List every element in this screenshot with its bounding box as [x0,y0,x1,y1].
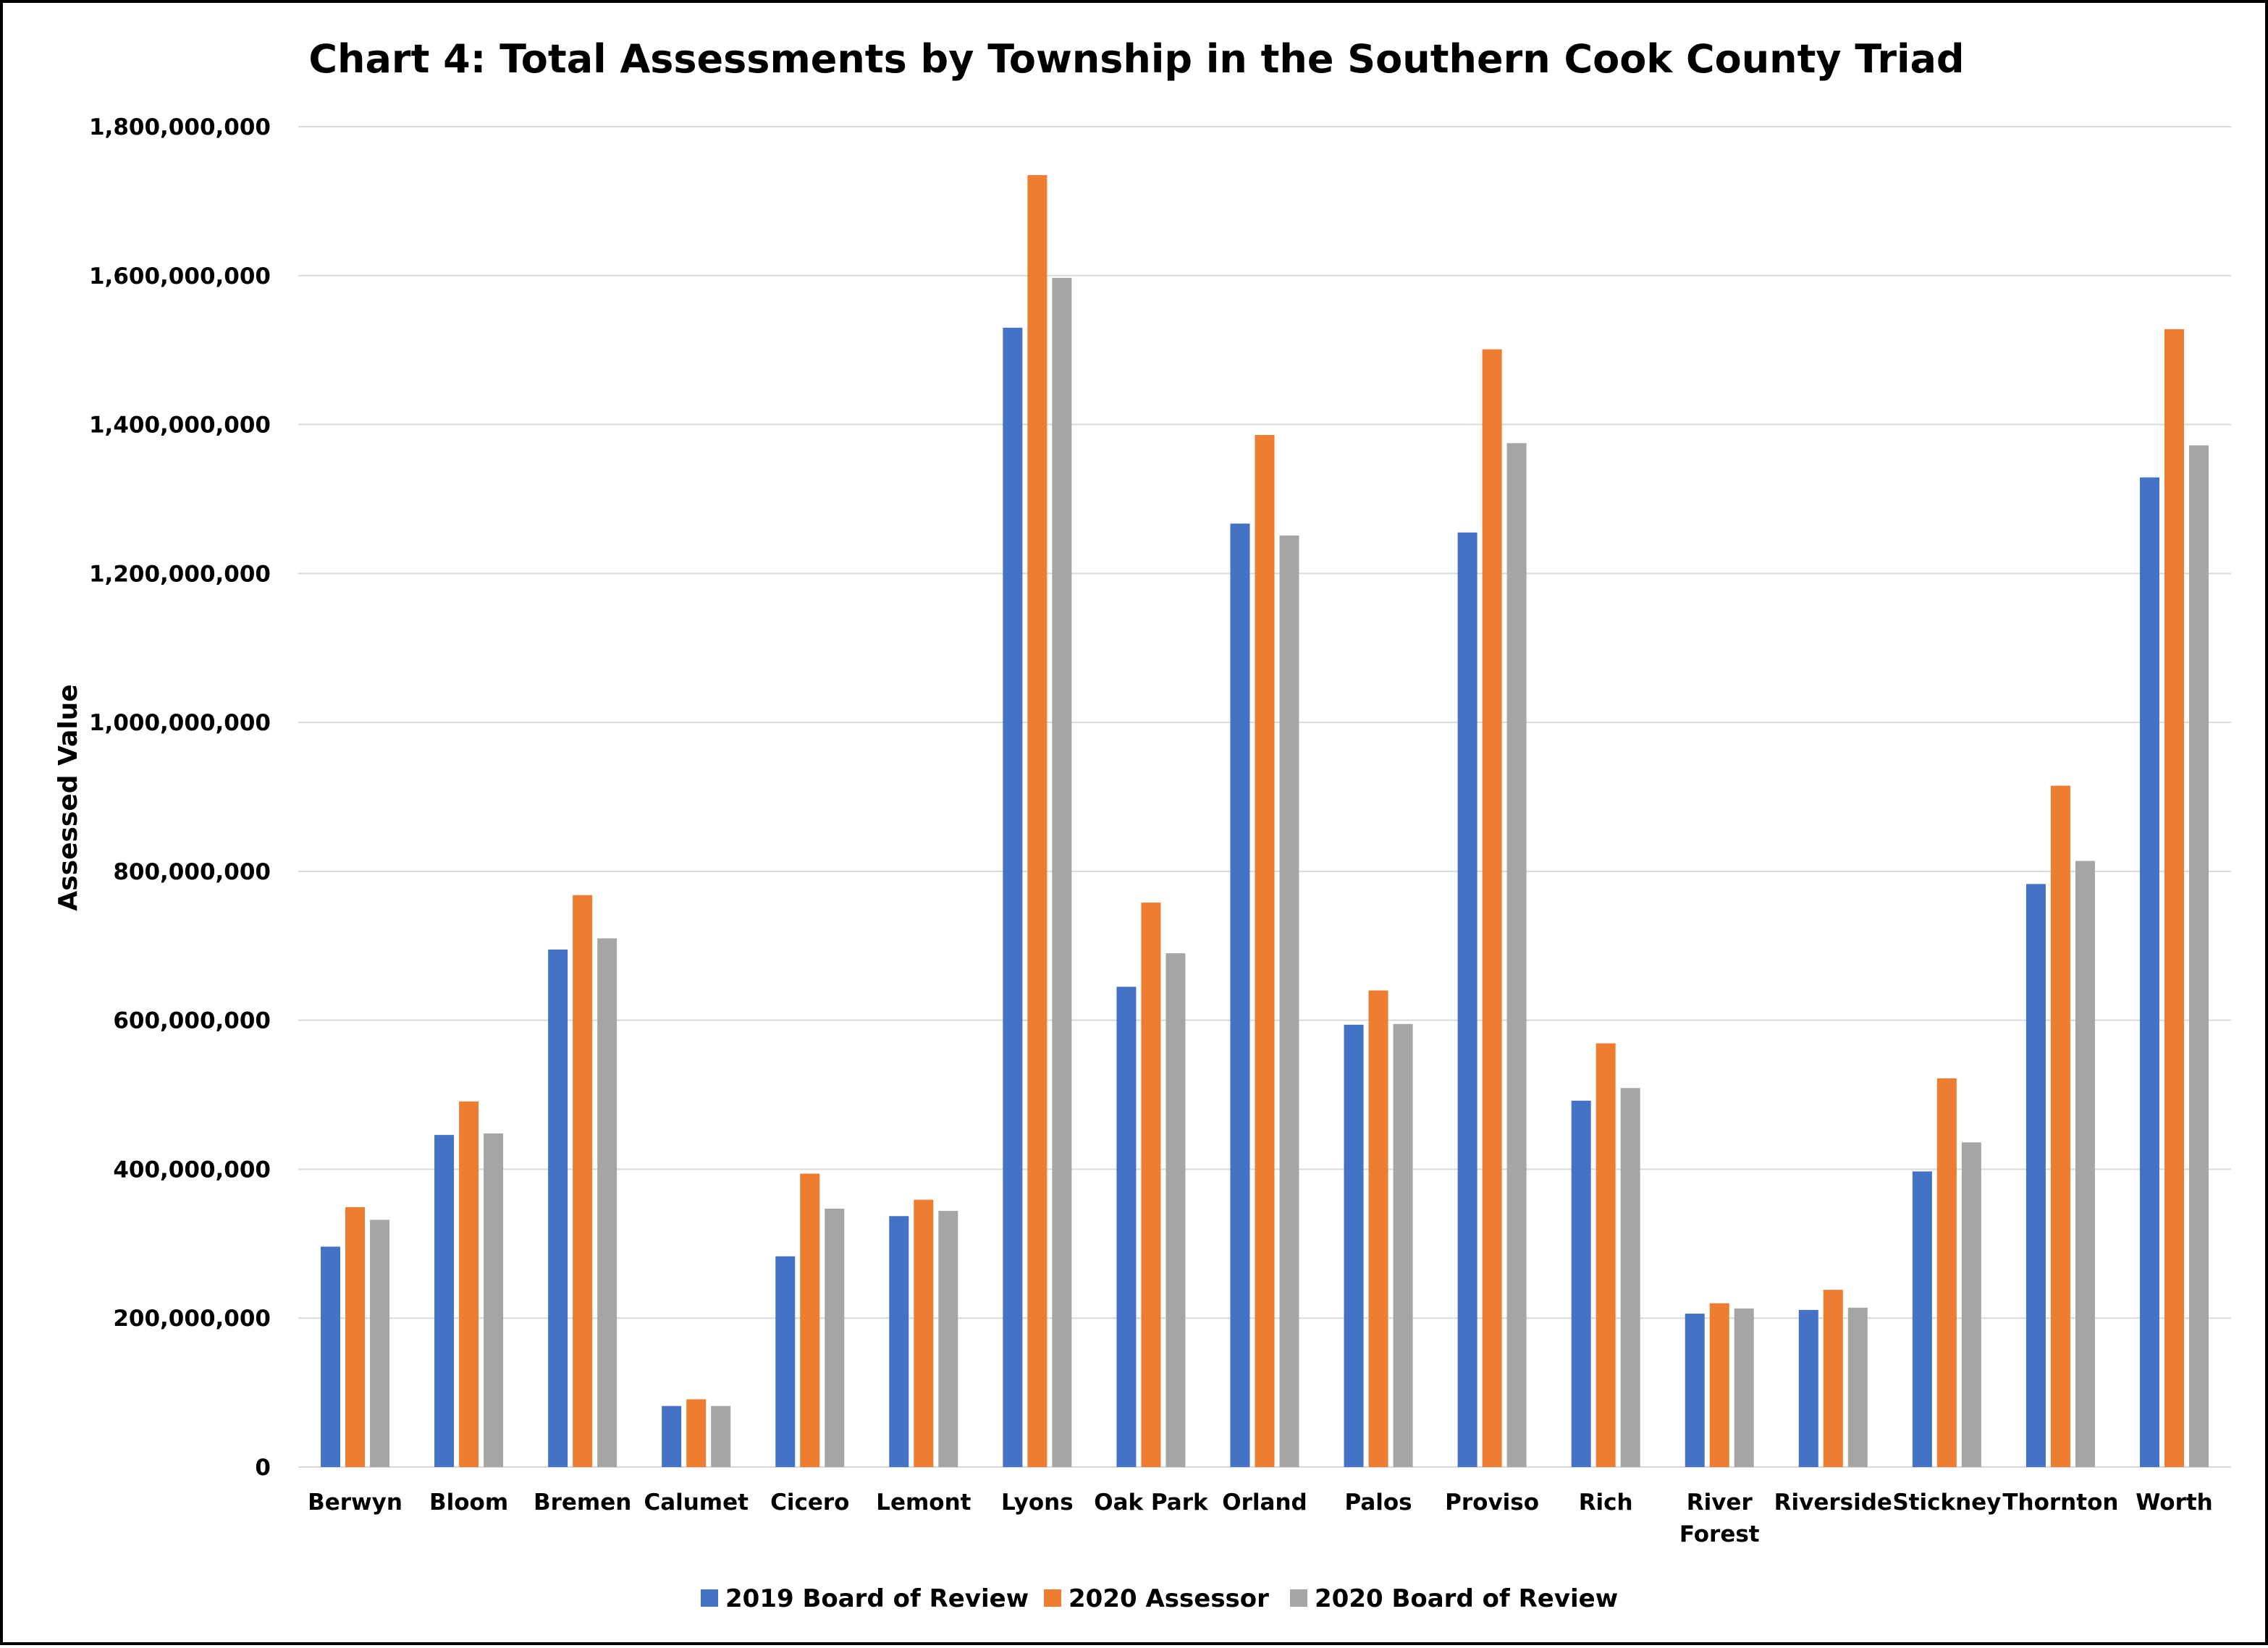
x-tick-label: Lemont [876,1489,971,1516]
bars [321,174,2209,1468]
legend-swatch [701,1589,718,1607]
x-tick-label: Worth [2136,1489,2213,1516]
bar [2075,861,2095,1467]
bar [914,1199,934,1467]
bar [459,1101,479,1467]
bar [573,895,593,1467]
bar [2050,785,2070,1467]
y-tick-label: 1,400,000,000 [89,413,271,439]
x-tick-label: Stickney [1892,1489,2001,1516]
bar [484,1133,504,1467]
bar [1393,1023,1413,1467]
legend-label: 2020 Assessor [1068,1584,1269,1613]
y-axis-label: Assessed Value [54,684,83,910]
bar [1961,1142,1981,1467]
chart-title: Chart 4: Total Assessments by Township i… [308,36,1964,82]
bar [1685,1314,1705,1467]
bar-chart: Chart 4: Total Assessments by Township i… [54,36,2231,1613]
y-tick-label: 200,000,000 [113,1306,271,1332]
bar [1571,1100,1591,1467]
y-tick-label: 400,000,000 [113,1157,271,1183]
bar [1620,1088,1640,1467]
bar [800,1173,820,1467]
y-tick-label: 600,000,000 [113,1008,271,1034]
x-tick-label: Cicero [770,1489,849,1516]
bar [1709,1303,1729,1467]
bar [1936,1078,1957,1467]
x-tick-label: Riverside [1774,1489,1892,1516]
bar [775,1256,796,1467]
x-tick-label: Bloom [429,1489,508,1516]
legend-label: 2020 Board of Review [1315,1584,1618,1613]
x-tick-label: Berwyn [308,1489,402,1516]
bar [1344,1024,1364,1467]
bar [662,1406,682,1467]
y-tick-label: 1,000,000,000 [89,710,271,736]
bar [1052,277,1072,1467]
legend: 2019 Board of Review 2020 Assessor 2020 Bo… [701,1584,1618,1613]
bar [548,949,568,1467]
bar [1798,1309,1818,1467]
bar [686,1399,707,1467]
bar [434,1135,455,1467]
bar [1912,1171,1932,1467]
x-tick-label: Bremen [534,1489,631,1516]
bar [1255,434,1275,1468]
bar [1279,535,1299,1467]
bar [1823,1290,1843,1467]
bar [2188,445,2209,1467]
x-tick-label: Orland [1222,1489,1307,1516]
x-tick-label: Forest [1679,1521,1760,1547]
y-tick-label: 0 [255,1455,271,1481]
x-tick-label: Thornton [2002,1489,2118,1516]
x-tick-label: Oak Park [1094,1489,1209,1516]
bar [1165,953,1186,1467]
bar [597,938,617,1467]
bar [1595,1043,1616,1467]
bar [2139,477,2159,1467]
x-tick-label: Proviso [1445,1489,1539,1516]
bar [1141,903,1161,1467]
bar [1457,532,1477,1468]
bar [1003,327,1023,1467]
bar [938,1211,958,1467]
bar [2164,329,2184,1467]
bar [1027,174,1047,1467]
y-tick-label: 1,600,000,000 [89,263,271,290]
y-tick-label: 1,800,000,000 [89,114,271,140]
bar [1482,349,1502,1467]
bar [1506,443,1527,1467]
legend-label: 2019 Board of Review [725,1584,1029,1613]
x-tick-label: Palos [1344,1489,1412,1516]
x-tick-label: Lyons [1001,1489,1074,1516]
x-tick-label: River [1687,1489,1753,1516]
bar [889,1216,909,1467]
y-tick-label: 800,000,000 [113,859,271,885]
bar [711,1406,731,1467]
bar [1368,990,1388,1467]
bar [321,1246,341,1467]
y-tick-label: 1,200,000,000 [89,561,271,587]
x-tick-label: Calumet [644,1489,749,1516]
bar [2025,884,2046,1467]
y-axis-ticks: 0 200,000,000 400,000,000 600,000,000 800,00… [89,114,271,1481]
bar [1847,1307,1868,1467]
bar [1734,1308,1754,1467]
x-axis-categories: Berwyn Bloom Bremen Calumet Cicero Lemont Lyon… [308,1489,2213,1547]
bar [345,1207,366,1467]
bar [825,1208,845,1467]
bar [370,1220,390,1467]
legend-swatch [1044,1589,1061,1607]
legend-swatch [1290,1589,1307,1607]
bar [1116,986,1137,1467]
bar [1230,523,1250,1468]
x-tick-label: Rich [1579,1489,1633,1516]
